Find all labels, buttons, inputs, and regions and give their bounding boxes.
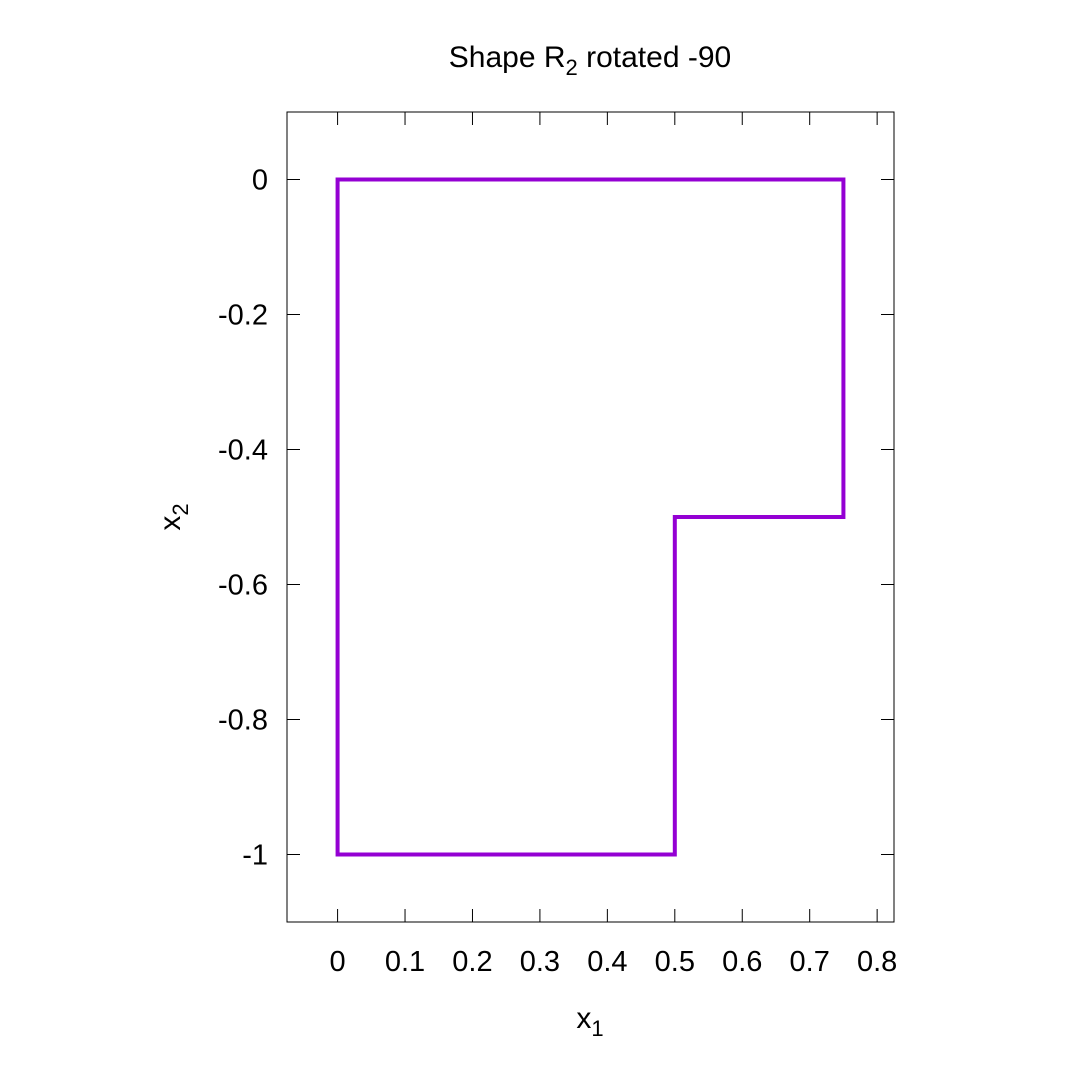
y-axis-label: x2 [154,503,193,530]
x-tick-label: 0.4 [587,946,627,978]
y-tick-label: -0.2 [218,300,268,332]
x-axis-label-subscript: 1 [591,1016,603,1041]
chart-title: Shape R2 rotated -90 [449,41,731,80]
y-axis-label-main: x [154,516,187,531]
x-tick-label: 0.3 [520,946,560,978]
x-tick-label: 0.1 [385,946,425,978]
x-tick-label: 0.8 [857,946,897,978]
x-tick-label: 0.7 [790,946,830,978]
chart-title-subscript: 2 [566,55,578,80]
y-tick-label: -0.8 [218,705,268,737]
y-tick-label: -1 [242,840,268,872]
shape-outline-line [335,177,846,857]
plot-frame [286,111,895,923]
y-tick-label: -0.6 [218,570,268,602]
x-tick-label: 0 [330,946,346,978]
chart-title-rest: rotated -90 [578,41,731,74]
x-axis-label-main: x [576,1002,591,1035]
plot-area: 0 0.1 0.2 0.3 0.4 0.5 0.6 0.7 0.8 0 -0.2 -0.4 -0.6 -0… [218,111,897,978]
x-tick-label: 0.2 [452,946,492,978]
y-tick-label: -0.4 [218,435,268,467]
x-tick-label: 0.6 [722,946,762,978]
chart-title-main: Shape R [449,41,566,74]
y-tick-label: 0 [252,165,268,197]
y-axis-label-subscript: 2 [168,503,193,515]
x-tick-label: 0.5 [655,946,695,978]
x-axis-label: x1 [576,1002,603,1041]
